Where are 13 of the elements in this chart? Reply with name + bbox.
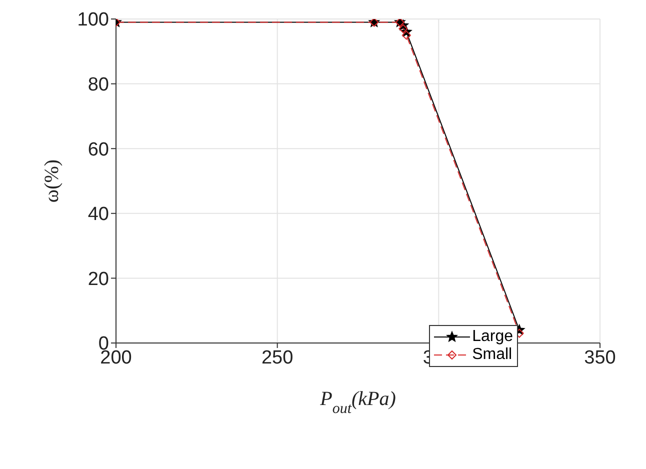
point [402,30,411,40]
x-tick-label: 250 [261,347,294,368]
legend-label: Small [472,346,512,364]
y-axis-title: ω(%) [41,159,63,203]
y-tick-label: 80 [88,74,109,96]
y-tick-label: 60 [88,139,109,160]
point [398,24,408,34]
y-tick-label: 100 [77,10,109,31]
legend-label: Large [472,328,513,346]
y-tick-label: 20 [88,268,109,290]
x-tick-label: 350 [584,347,616,368]
x-axis-title: P$_{out}$(kPa) [319,388,396,417]
y-tick-label: 40 [88,204,109,226]
